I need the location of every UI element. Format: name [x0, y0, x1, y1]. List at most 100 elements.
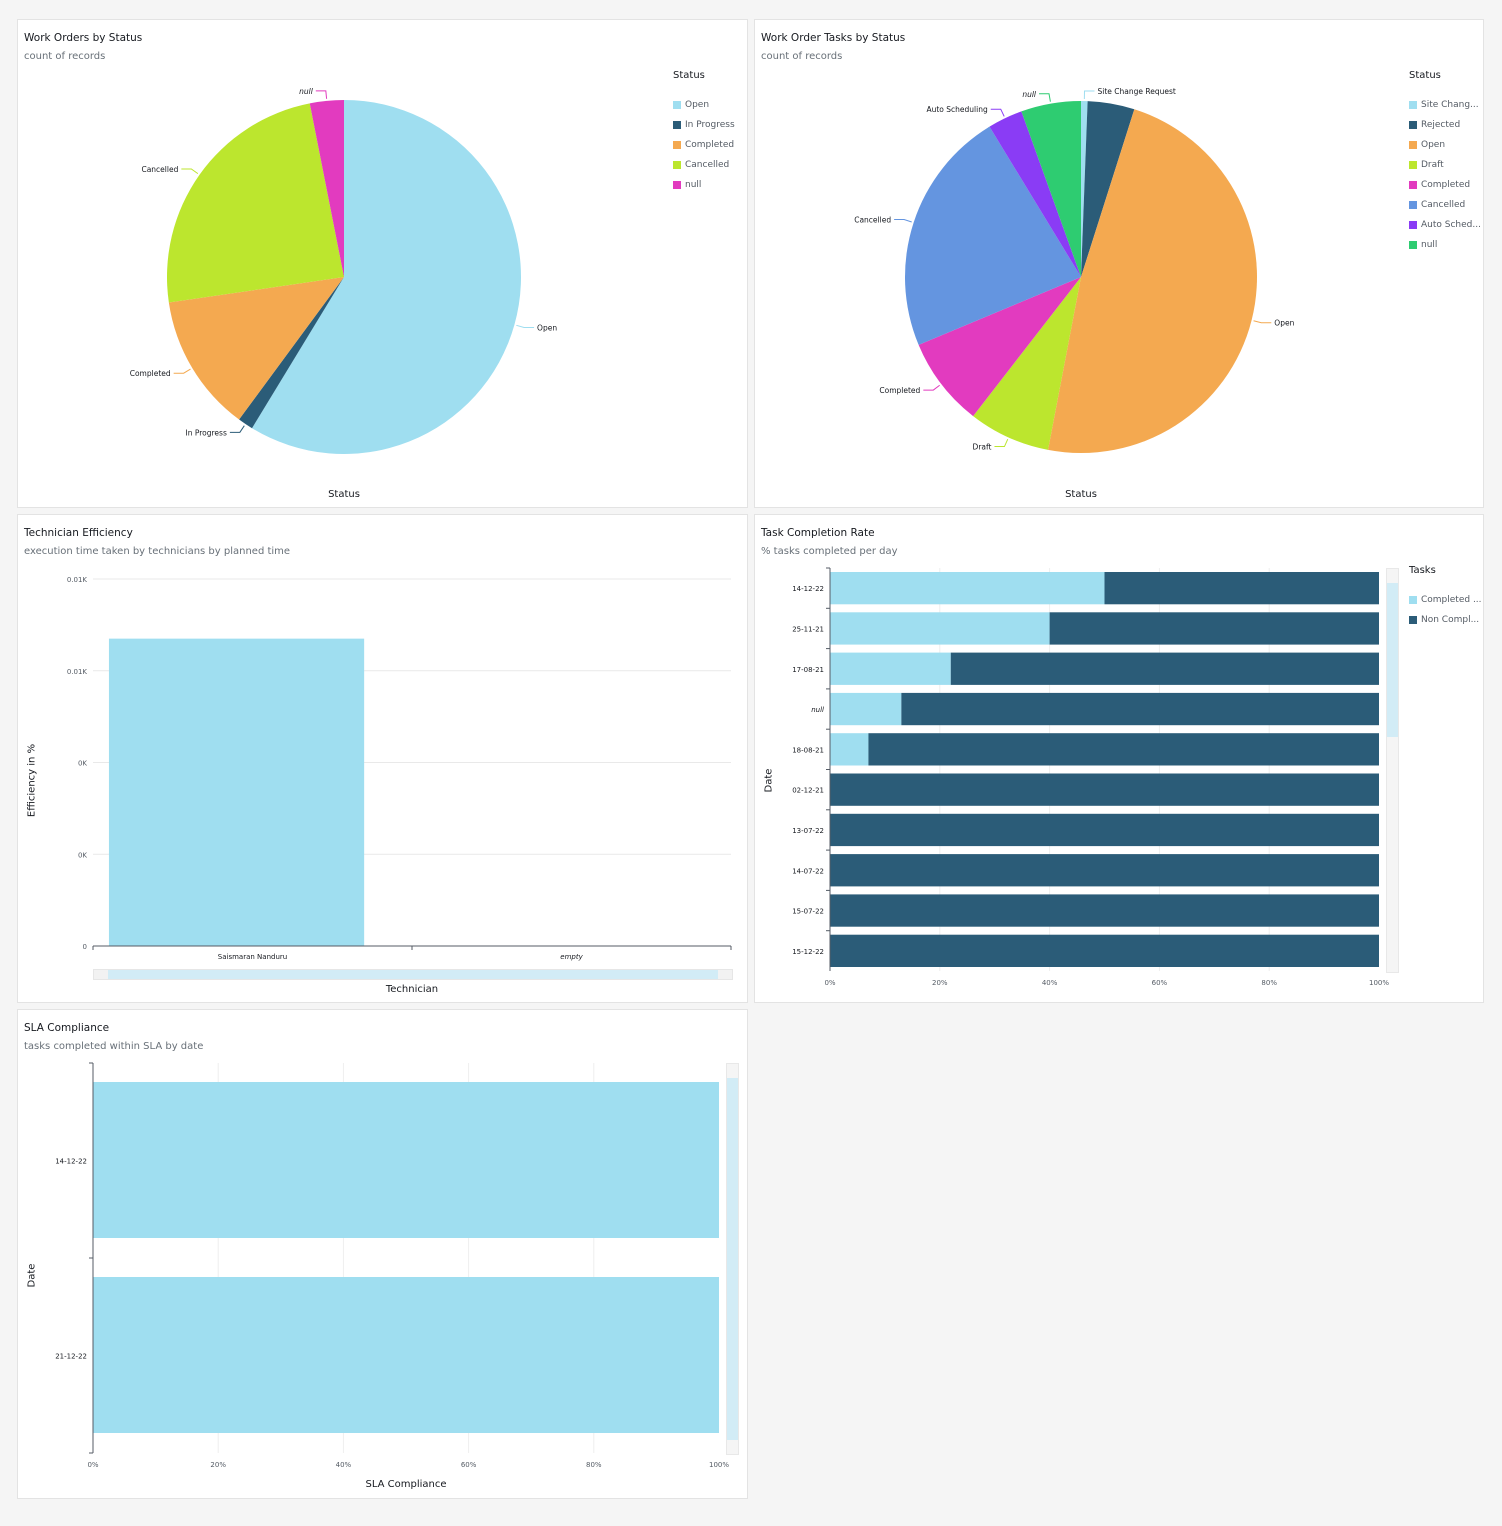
y-scrollbar-thumb[interactable]: [1387, 583, 1398, 737]
x-tick-label: 60%: [461, 1461, 477, 1469]
x-tick-label: 0%: [87, 1461, 98, 1469]
pie-slice-completed[interactable]: [918, 277, 1081, 417]
legend-label: Site Chang...: [1421, 100, 1479, 110]
bar-segment[interactable]: [830, 773, 1379, 806]
bar-segment[interactable]: [830, 652, 951, 685]
legend-item[interactable]: Open: [1409, 135, 1481, 155]
bar-segment[interactable]: [901, 692, 1379, 726]
legend-item[interactable]: Cancelled: [673, 155, 735, 175]
pie-slice-auto-sched-[interactable]: [989, 111, 1081, 277]
legend-item[interactable]: Completed: [1409, 175, 1481, 195]
y-tick-label: 0K: [78, 760, 87, 768]
sla-chart[interactable]: 14-12-22 21-12-22 0% 20% 40% 60% 80% 100%: [18, 1010, 749, 1500]
pie-slice-cancelled[interactable]: [166, 103, 344, 303]
legend-label: Completed: [1421, 180, 1471, 190]
x-tick-label: 20%: [210, 1461, 226, 1469]
pie-slice-open[interactable]: [251, 100, 522, 454]
legend-swatch: [1409, 201, 1417, 209]
bar-segment[interactable]: [1049, 612, 1379, 645]
x-scrollbar-thumb[interactable]: [108, 970, 718, 979]
bar-segment[interactable]: [830, 854, 1379, 887]
x-tick-label: 100%: [1369, 979, 1389, 987]
legend-item[interactable]: Site Chang...: [1409, 95, 1481, 115]
y-tick-label: 21-12-22: [55, 1353, 87, 1361]
legend-item[interactable]: Non Compl...: [1409, 610, 1482, 630]
legend-label: Cancelled: [685, 160, 730, 170]
bar-segment[interactable]: [830, 934, 1379, 967]
bar-segment[interactable]: [830, 733, 869, 766]
pie-slice-cancelled[interactable]: [905, 126, 1081, 345]
leader-line: [315, 90, 328, 99]
legend-swatch: [673, 181, 681, 189]
pie-slice-in-progress[interactable]: [239, 277, 344, 429]
legend-label: In Progress: [685, 120, 735, 130]
tasks-legend: Status Site Chang... Rejected Open Draft Com…: [1409, 70, 1481, 255]
x-tick-label: Saismaran Nanduru: [218, 953, 287, 961]
y-tick-label: 15-12-22: [792, 948, 824, 956]
legend-item[interactable]: Rejected: [1409, 115, 1481, 135]
legend-label: Completed: [685, 140, 735, 150]
leader-line: [181, 168, 199, 175]
bar-segment[interactable]: [830, 894, 1379, 927]
y-scrollbar-thumb[interactable]: [727, 1078, 738, 1440]
efficiency-chart[interactable]: 0 0K 0K 0.01K 0.01K Saismaran Nanduru empty: [18, 515, 749, 1004]
slice-label: Open: [537, 323, 557, 332]
slice-label: null: [1022, 90, 1037, 99]
panel-title: Work Orders by Status: [24, 32, 143, 44]
pie-slice-site-chang-[interactable]: [1081, 101, 1088, 277]
legend-swatch: [1409, 101, 1417, 109]
legend-item[interactable]: Completed ...: [1409, 590, 1482, 610]
leader-line: [994, 439, 1009, 448]
legend-item[interactable]: null: [1409, 235, 1481, 255]
legend-item[interactable]: Draft: [1409, 155, 1481, 175]
x-axis-label: Status: [1065, 489, 1097, 500]
legend-title: Status: [1409, 70, 1441, 81]
pie-slice-open[interactable]: [1048, 109, 1258, 454]
legend-swatch: [1409, 161, 1417, 169]
pie-slice-completed[interactable]: [168, 277, 344, 420]
bar-segment[interactable]: [1104, 572, 1380, 605]
bar-segment[interactable]: [830, 813, 1379, 847]
slice-label: Open: [1274, 319, 1294, 328]
legend-swatch: [1409, 596, 1417, 604]
x-axis-label: Technician: [385, 984, 439, 995]
bar-segment[interactable]: [830, 612, 1050, 645]
y-tick-label: 14-07-22: [792, 867, 824, 875]
legend-item[interactable]: In Progress: [673, 115, 735, 135]
bar-segment[interactable]: [830, 692, 902, 726]
x-tick-label: empty: [560, 953, 583, 961]
y-axis-label: Date: [763, 768, 775, 793]
bar-segment[interactable]: [830, 572, 1105, 605]
legend-item[interactable]: Open: [673, 95, 735, 115]
legend-title: Status: [673, 70, 705, 81]
pie-slice-null[interactable]: [1021, 101, 1081, 277]
slice-label: Auto Scheduling: [926, 105, 987, 114]
work-orders-legend: Status Open In Progress Completed Cancelled…: [673, 70, 735, 195]
bar[interactable]: [108, 638, 365, 946]
bar[interactable]: [93, 1082, 719, 1238]
legend-swatch: [1409, 141, 1417, 149]
y-scrollbar[interactable]: [726, 1063, 739, 1455]
bar-segment[interactable]: [868, 733, 1379, 766]
completion-chart[interactable]: 14-12-22 25-11-21 17-08-21 null 18-08-21 02-1…: [755, 515, 1485, 1004]
y-tick-label: 18-08-21: [792, 746, 824, 754]
legend-item[interactable]: Auto Sched...: [1409, 215, 1481, 235]
bar-segment[interactable]: [950, 652, 1379, 685]
x-scrollbar[interactable]: [93, 969, 733, 980]
y-tick-label: null: [811, 706, 824, 714]
y-tick-label: 25-11-21: [792, 625, 824, 633]
pie-slice-draft[interactable]: [973, 277, 1081, 450]
x-tick-label: 40%: [1042, 979, 1058, 987]
legend-item[interactable]: Completed: [673, 135, 735, 155]
legend-label: Non Compl...: [1421, 615, 1480, 625]
pie-slice-rejected[interactable]: [1081, 101, 1135, 277]
legend-item[interactable]: Cancelled: [1409, 195, 1481, 215]
tasks-pie[interactable]: Site Change Request Open Draft Completed Can…: [755, 20, 1485, 509]
legend-title: Tasks: [1409, 565, 1436, 576]
x-tick-label: 0%: [824, 979, 835, 987]
pie-slice-null[interactable]: [309, 100, 344, 277]
work-orders-pie[interactable]: Open In Progress Completed Cancelled null: [18, 20, 749, 509]
legend-item[interactable]: null: [673, 175, 735, 195]
bar[interactable]: [93, 1277, 719, 1433]
y-scrollbar[interactable]: [1386, 568, 1399, 973]
